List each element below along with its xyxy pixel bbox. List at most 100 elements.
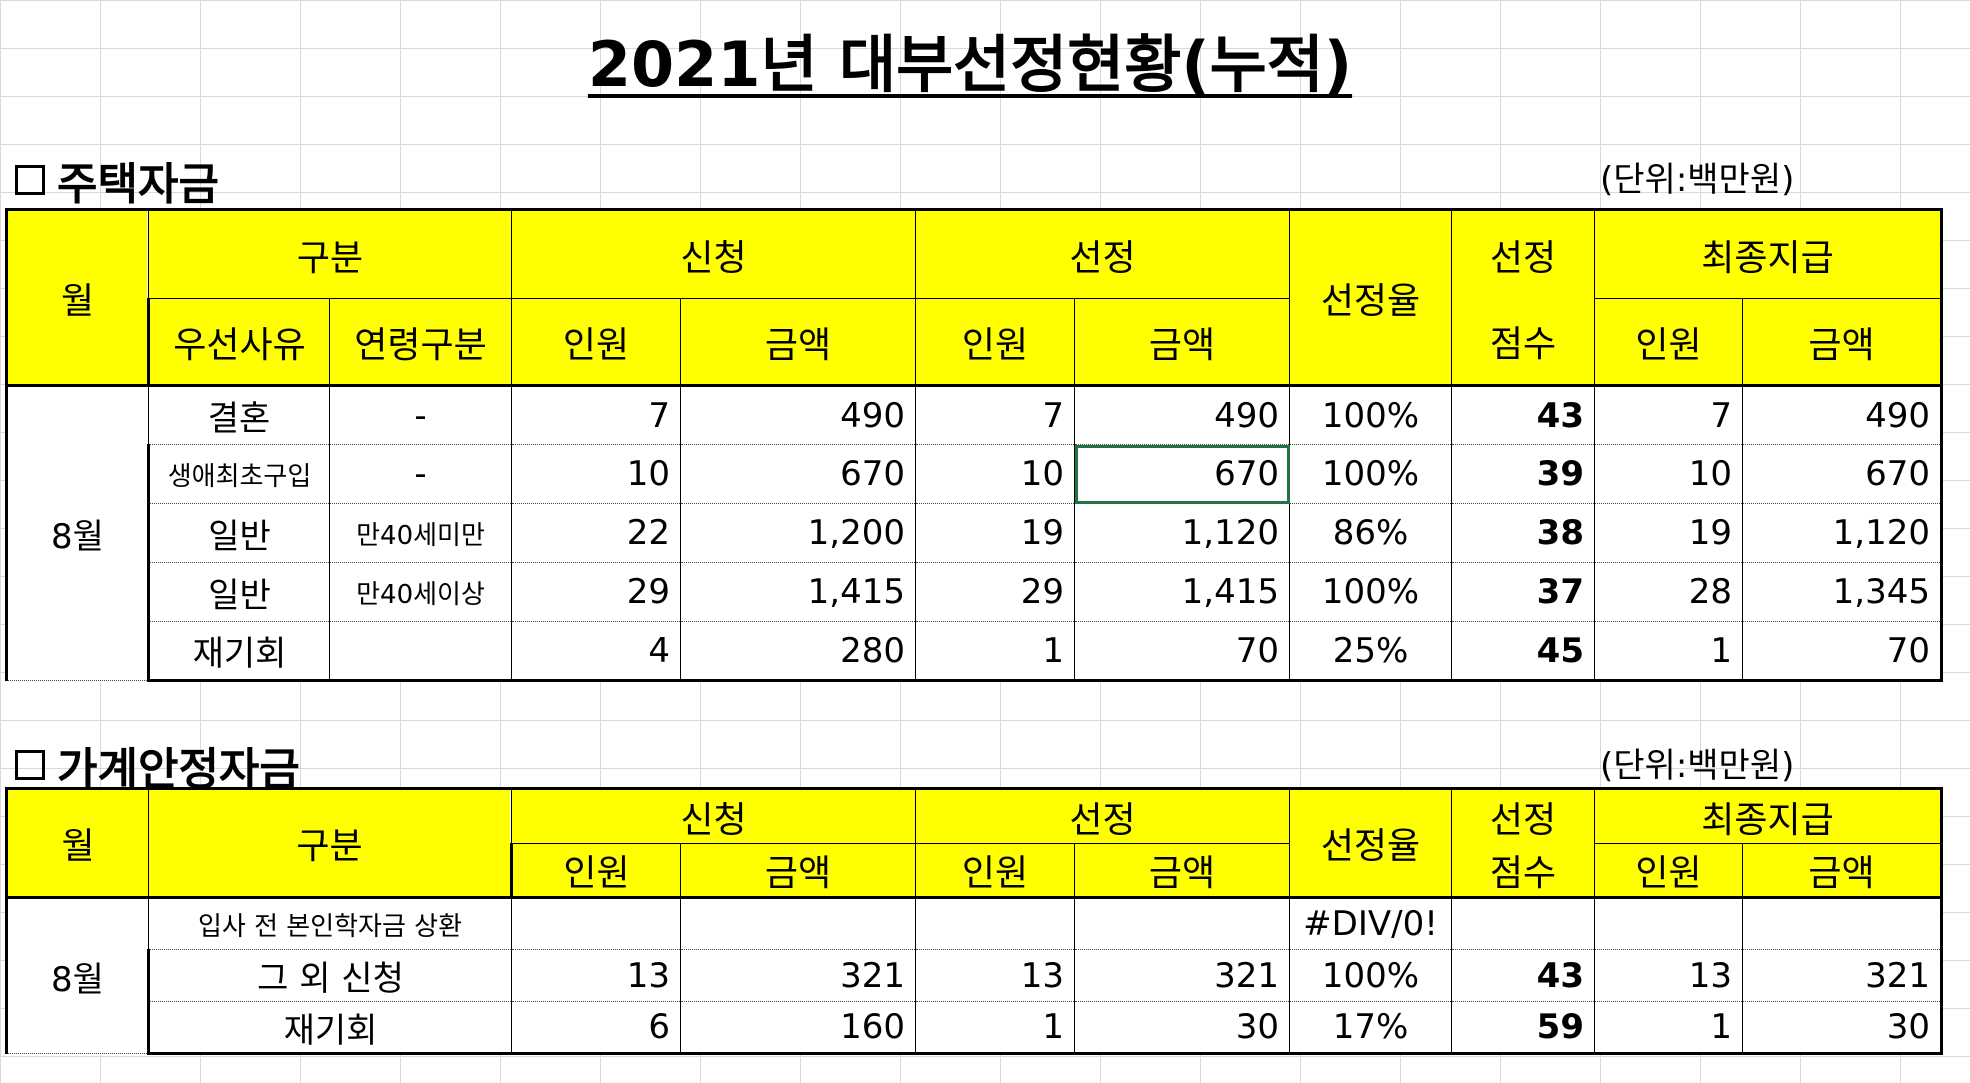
age-cell[interactable]: - [329,444,512,504]
header-rate[interactable]: 선정율 [1289,208,1452,386]
final-people-cell[interactable] [1594,896,1743,950]
reason-cell[interactable]: 결혼 [148,384,330,445]
final-amount-cell[interactable]: 321 [1741,949,1944,1002]
reason-cell[interactable]: 생애최초구입 [147,444,330,504]
header-select-people[interactable]: 인원 [915,843,1075,898]
header-final[interactable]: 최종지급 [1593,208,1944,299]
score-cell[interactable]: 43 [1451,949,1595,1002]
rate-cell[interactable]: 17% [1289,1001,1452,1055]
final-amount-cell[interactable]: 670 [1741,444,1944,504]
header-select[interactable]: 선정 [915,787,1290,844]
final-people-cell[interactable]: 28 [1594,562,1743,622]
rate-cell[interactable]: 25% [1289,621,1452,682]
apply-amount-cell[interactable]: 160 [680,1001,916,1055]
select-amount-cell[interactable] [1074,896,1290,950]
header-apply-people[interactable]: 인원 [511,298,681,386]
rate-cell[interactable]: 100% [1289,384,1452,445]
final-people-cell[interactable]: 19 [1594,503,1743,563]
header-select[interactable]: 선정 [915,208,1290,299]
header-apply[interactable]: 신청 [511,787,916,844]
header-category[interactable]: 구분 [148,787,512,898]
score-cell[interactable]: 45 [1451,621,1595,682]
score-cell[interactable]: 39 [1451,444,1595,504]
apply-amount-cell[interactable]: 321 [680,949,916,1002]
apply-people-cell[interactable]: 13 [511,949,681,1002]
apply-people-cell[interactable] [511,896,681,950]
month-cell[interactable]: 8월 [5,384,149,681]
header-final-amount[interactable]: 금액 [1741,298,1944,386]
apply-amount-cell[interactable]: 670 [680,444,916,504]
age-cell[interactable]: 만40세이상 [329,562,512,622]
final-amount-cell[interactable] [1741,896,1944,950]
age-cell[interactable]: 만40세미만 [329,503,512,563]
header-apply-people[interactable]: 인원 [510,843,681,898]
select-amount-cell[interactable]: 30 [1074,1001,1290,1055]
header-final-people[interactable]: 인원 [1594,843,1743,898]
final-people-cell[interactable]: 1 [1594,621,1743,682]
final-amount-cell[interactable]: 490 [1741,384,1944,445]
age-cell[interactable]: - [329,384,512,445]
final-people-cell[interactable]: 13 [1594,949,1743,1002]
header-category[interactable]: 구분 [148,208,512,299]
header-final-people[interactable]: 인원 [1594,298,1743,386]
final-amount-cell[interactable]: 1,120 [1741,503,1944,563]
select-amount-cell[interactable]: 490 [1074,384,1290,445]
score-cell[interactable]: 59 [1451,1001,1595,1055]
score-cell[interactable] [1451,896,1595,950]
final-people-cell[interactable]: 10 [1594,444,1743,504]
header-select-people[interactable]: 인원 [915,298,1075,386]
select-people-cell[interactable]: 29 [915,562,1075,622]
apply-people-cell[interactable]: 4 [511,621,681,682]
age-cell[interactable] [329,621,512,682]
header-apply[interactable]: 신청 [511,208,916,299]
header-select-amount[interactable]: 금액 [1074,843,1290,898]
header-rate[interactable]: 선정율 [1289,787,1452,898]
apply-amount-cell[interactable]: 490 [680,384,916,445]
select-amount-cell[interactable]: 670 [1074,444,1290,504]
select-amount-cell[interactable]: 321 [1074,949,1290,1002]
select-amount-cell[interactable]: 1,120 [1074,503,1290,563]
header-apply-amount[interactable]: 금액 [680,843,916,898]
header-score-bottom[interactable]: 점수 [1451,843,1595,898]
month-cell[interactable]: 8월 [5,896,149,1054]
select-amount-cell[interactable]: 1,415 [1074,562,1290,622]
select-people-cell[interactable]: 19 [915,503,1075,563]
select-people-cell[interactable]: 1 [915,621,1075,682]
header-final-amount[interactable]: 금액 [1741,843,1944,898]
reason-cell[interactable]: 일반 [147,503,330,563]
header-reason[interactable]: 우선사유 [147,298,330,386]
apply-amount-cell[interactable]: 280 [680,621,916,682]
rate-cell[interactable]: #DIV/0! [1289,896,1452,950]
category-cell[interactable]: 재기회 [147,1001,512,1055]
header-select-amount[interactable]: 금액 [1074,298,1290,386]
apply-amount-cell[interactable]: 1,415 [680,562,916,622]
header-score-top[interactable]: 선정 [1451,208,1595,299]
reason-cell[interactable]: 일반 [147,562,330,622]
score-cell[interactable]: 43 [1451,384,1595,445]
rate-cell[interactable]: 100% [1289,444,1452,504]
header-age[interactable]: 연령구분 [329,298,512,386]
select-amount-cell[interactable]: 70 [1074,621,1290,682]
select-people-cell[interactable]: 1 [915,1001,1075,1055]
final-amount-cell[interactable]: 30 [1741,1001,1944,1055]
final-amount-cell[interactable]: 1,345 [1741,562,1944,622]
rate-cell[interactable]: 100% [1289,949,1452,1002]
apply-people-cell[interactable]: 6 [511,1001,681,1055]
header-apply-amount[interactable]: 금액 [680,298,916,386]
apply-amount-cell[interactable] [680,896,916,950]
apply-people-cell[interactable]: 7 [511,384,681,445]
header-score-top[interactable]: 선정 [1451,787,1595,844]
apply-people-cell[interactable]: 10 [511,444,681,504]
category-cell[interactable]: 입사 전 본인학자금 상환 [148,896,512,950]
category-cell[interactable]: 그 외 신청 [147,949,512,1002]
select-people-cell[interactable]: 7 [915,384,1075,445]
apply-people-cell[interactable]: 22 [511,503,681,563]
final-people-cell[interactable]: 1 [1594,1001,1743,1055]
apply-people-cell[interactable]: 29 [511,562,681,622]
rate-cell[interactable]: 86% [1289,503,1452,563]
header-month[interactable]: 월 [5,787,149,898]
rate-cell[interactable]: 100% [1289,562,1452,622]
header-final[interactable]: 최종지급 [1593,787,1944,844]
select-people-cell[interactable] [915,896,1075,950]
final-amount-cell[interactable]: 70 [1741,621,1944,682]
